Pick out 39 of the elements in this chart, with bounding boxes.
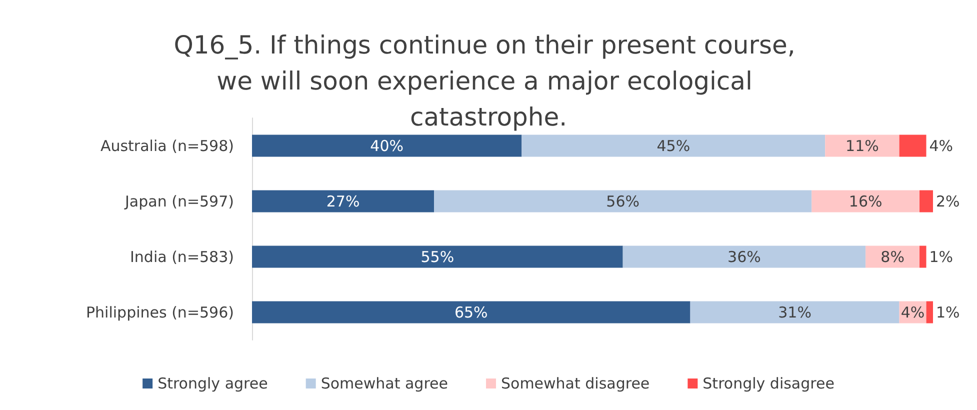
data-label: 31% (778, 303, 812, 322)
bar (812, 190, 920, 212)
data-label: 4% (900, 303, 925, 322)
y-tick-label: Japan (n=597) (124, 192, 234, 210)
bar (252, 134, 522, 157)
data-label: 56% (606, 192, 640, 210)
y-tick-label: Philippines (n=596) (86, 303, 234, 322)
data-label: 1% (929, 248, 954, 266)
bar (434, 190, 812, 212)
data-label: 27% (326, 192, 360, 210)
y-tick-label: Australia (n=598) (100, 136, 234, 155)
bar (926, 301, 933, 324)
bar (252, 301, 690, 324)
y-tick-label: India (n=583) (130, 248, 234, 266)
bar (920, 190, 933, 212)
data-label: 55% (420, 248, 454, 266)
bar (252, 246, 623, 268)
bar (522, 134, 826, 157)
data-label: 1% (936, 303, 960, 322)
data-label: 65% (454, 303, 488, 322)
legend-label: Strongly disagree (702, 374, 834, 392)
bar (690, 301, 900, 324)
legend-label: Somewhat disagree (500, 374, 650, 392)
data-label: 45% (656, 136, 690, 155)
bar (622, 246, 866, 268)
data-label: 4% (929, 136, 954, 155)
bar (252, 190, 434, 212)
data-label: 8% (880, 248, 904, 266)
data-label: 40% (370, 136, 404, 155)
bar (899, 134, 926, 157)
data-label: 36% (728, 248, 761, 266)
data-label: 2% (936, 192, 960, 210)
bar (920, 246, 926, 268)
legend-label: Strongly agree (158, 374, 268, 392)
chart-title: Q16_5. If things continue on their present course, we will soon experience a major ecological catastrophe. (174, 30, 804, 132)
data-label: 16% (848, 192, 882, 210)
bar (825, 134, 900, 157)
data-label: 11% (846, 136, 879, 155)
legend-label: Somewhat agree (320, 374, 448, 392)
